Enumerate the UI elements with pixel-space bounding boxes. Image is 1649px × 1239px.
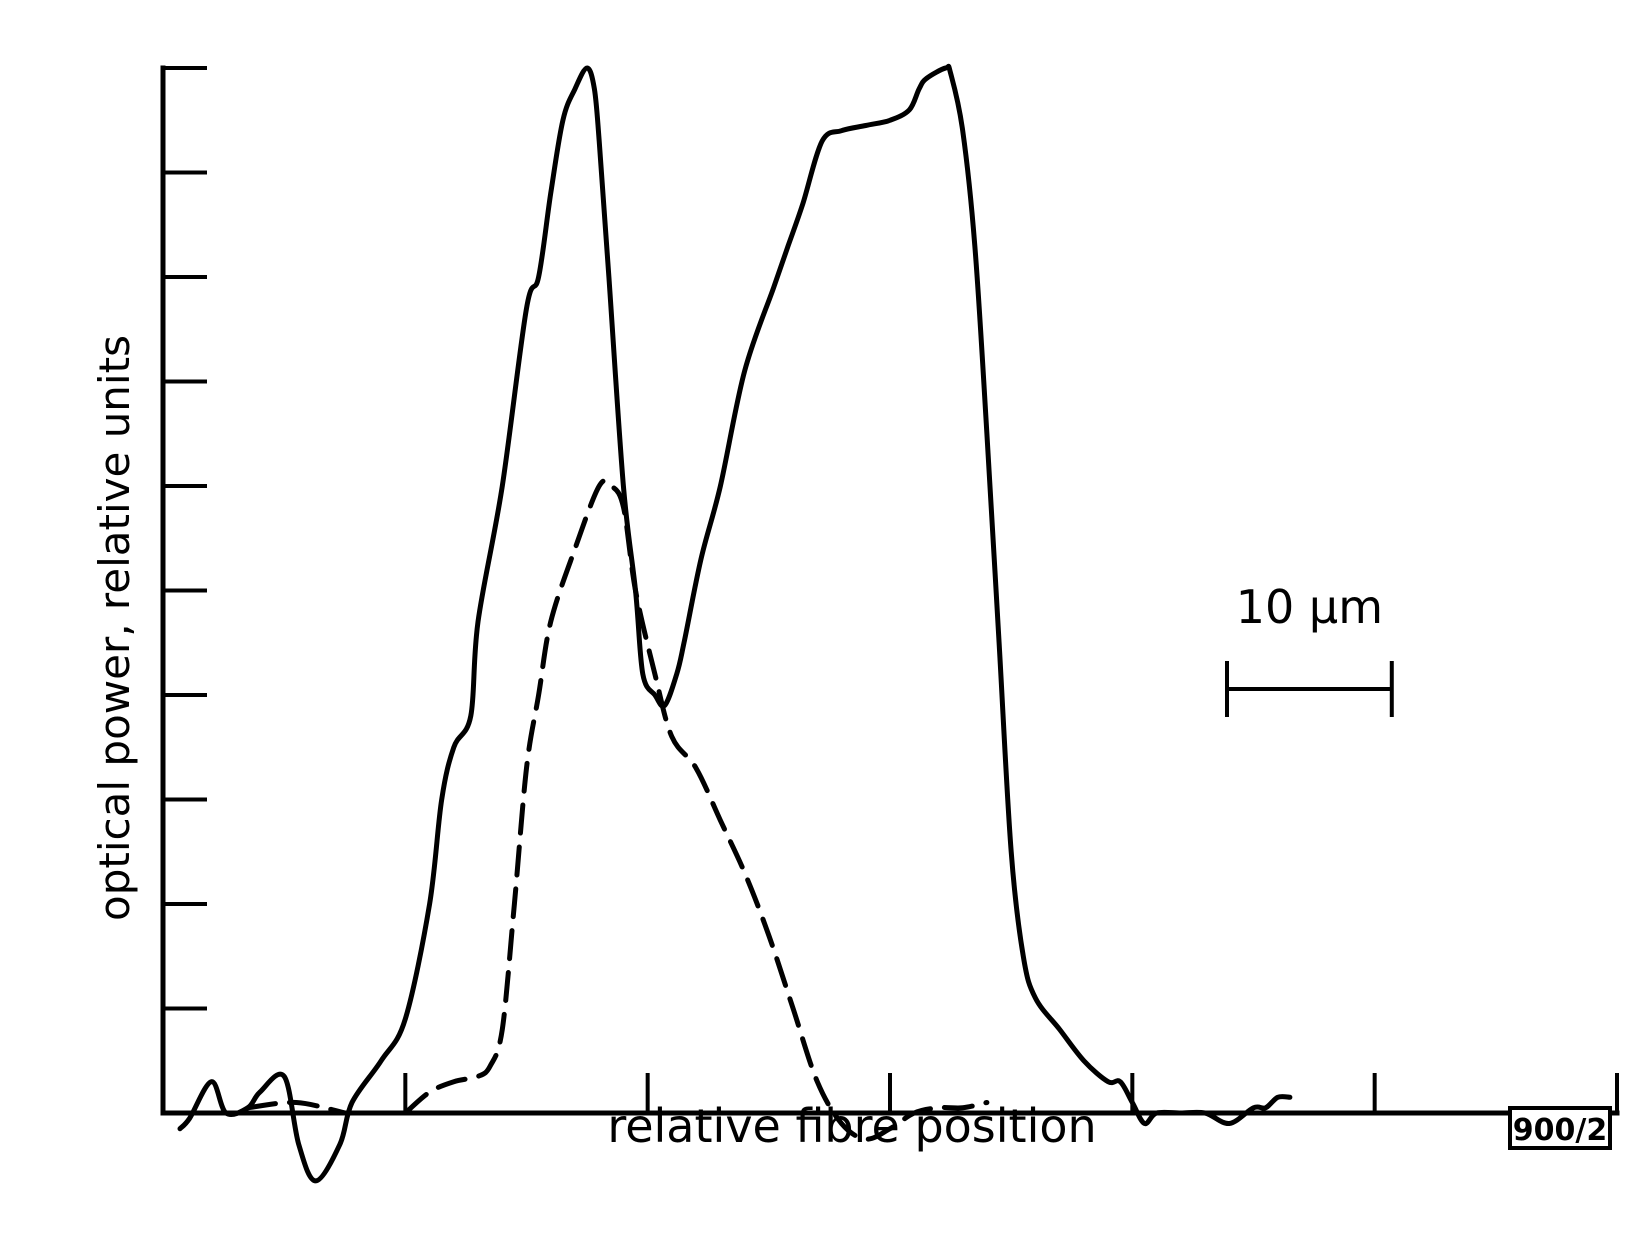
figure-id: 900/2 bbox=[1508, 1106, 1612, 1150]
curves bbox=[177, 63, 1293, 1184]
scale-bar-label: 10 µm bbox=[1236, 580, 1383, 634]
tick-marks bbox=[163, 66, 1619, 1113]
x-axis-label: relative fibre position bbox=[607, 1099, 1096, 1153]
figure-id-text: 900/2 bbox=[1513, 1113, 1607, 1148]
y-axis-label: optical power, relative units bbox=[90, 335, 139, 921]
scale-bar: 10 µm bbox=[1225, 580, 1394, 717]
axes bbox=[160, 65, 1620, 1116]
figure-id-box bbox=[1508, 1106, 1612, 1150]
dashed-series-line-1 bbox=[402, 478, 990, 1142]
solid-series-line-0 bbox=[177, 63, 1293, 1184]
baseline-dashed-stub-0 bbox=[245, 1099, 348, 1116]
